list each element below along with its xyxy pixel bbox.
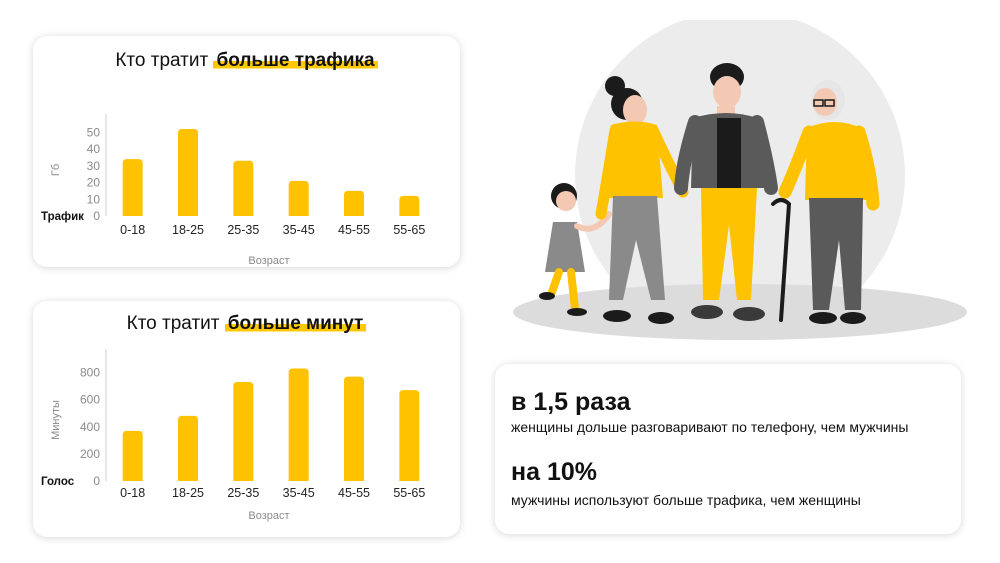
- chart-title: Кто тратит больше минут: [33, 313, 460, 335]
- x-tick-label: 35-45: [283, 486, 315, 500]
- x-axis-label: Возраст: [248, 510, 289, 522]
- stat-headline: на 10%: [511, 458, 597, 486]
- x-tick-label: 0-18: [120, 223, 145, 237]
- x-tick-label: 18-25: [172, 486, 204, 500]
- y-tick-label: 40: [87, 142, 101, 156]
- y-tick-label: 600: [80, 393, 100, 407]
- x-tick-label: 25-35: [227, 223, 259, 237]
- chart-title: Кто тратит больше трафика: [33, 50, 460, 72]
- y-tick-label: 400: [80, 420, 100, 434]
- y-tick-label: 20: [87, 176, 101, 190]
- stats-card: в 1,5 раза женщины дольше разговаривают …: [495, 364, 961, 534]
- x-tick-label: 25-35: [227, 486, 259, 500]
- bar: [344, 376, 364, 481]
- y-tick-label: 800: [80, 366, 100, 380]
- bar: [122, 159, 143, 216]
- bar: [178, 129, 198, 216]
- legend-label: Голос: [41, 476, 75, 488]
- x-axis-label: Возраст: [248, 255, 289, 267]
- x-tick-label: 55-65: [393, 486, 425, 500]
- man-figure: [674, 63, 778, 321]
- chart-title-text: Кто тратит: [126, 313, 225, 334]
- y-tick-label: 30: [87, 159, 101, 173]
- bar: [288, 368, 309, 481]
- y-tick-label: 0: [93, 474, 100, 488]
- traffic-bar-chart: 0 10 20 30 40 50 Гб 0-18 18-25 25-35 35-45 45-55 55-…: [41, 114, 425, 267]
- x-tick-label: 0-18: [120, 486, 145, 500]
- y-axis-label: Минуты: [50, 400, 62, 440]
- y-axis-label: Гб: [50, 164, 62, 176]
- girl-figure: [539, 183, 612, 316]
- x-tick-label: 55-65: [393, 223, 425, 237]
- chart-title-text: Кто тратит: [115, 50, 214, 71]
- minutes-chart-card: Кто тратит больше минут 0 200 400 600 800 Мин…: [33, 301, 460, 537]
- traffic-chart-card: Кто тратит больше трафика 0 10 20 30 40 50 Гб 0…: [33, 36, 460, 267]
- grandfather-figure: [771, 80, 880, 324]
- bar: [344, 190, 364, 216]
- y-tick-label: 10: [87, 192, 101, 206]
- bar: [233, 160, 254, 216]
- y-tick-label: 50: [87, 125, 101, 139]
- bar: [399, 195, 420, 216]
- bar: [233, 382, 254, 481]
- x-tick-label: 45-55: [338, 223, 370, 237]
- chart-title-highlight: больше трафика: [213, 50, 378, 71]
- minutes-bar-chart: 0 200 400 600 800 Минуты 0-18 18-25 25-35 35-45 45…: [41, 349, 425, 522]
- bar: [122, 430, 143, 481]
- x-tick-label: 35-45: [283, 223, 315, 237]
- stat-description: женщины дольше разговаривают по телефону…: [511, 419, 909, 435]
- family-illustration: [513, 20, 967, 340]
- stat-description: мужчины используют больше трафика, чем ж…: [511, 492, 861, 508]
- x-tick-label: 45-55: [338, 486, 370, 500]
- legend-label: Трафик: [41, 211, 84, 223]
- x-tick-label: 18-25: [172, 223, 204, 237]
- y-tick-label: 0: [93, 209, 100, 223]
- bar: [178, 415, 198, 481]
- stat-headline: в 1,5 раза: [511, 388, 631, 416]
- bar: [288, 180, 309, 216]
- y-tick-label: 200: [80, 447, 100, 461]
- woman-figure: [595, 76, 689, 324]
- bar: [399, 390, 420, 481]
- chart-title-highlight: больше минут: [224, 313, 367, 334]
